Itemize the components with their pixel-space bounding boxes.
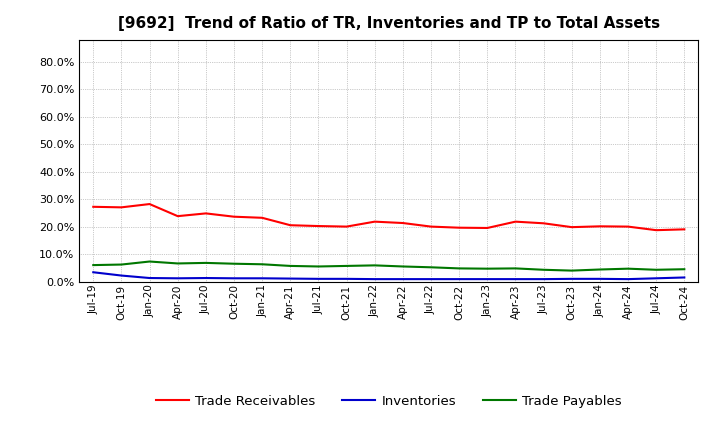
Trade Payables (455, 266, 464, 271)
Legend: Trade Receivables, Inventories, Trade Payables: Trade Receivables, Inventories, Trade Pa… (150, 390, 627, 414)
Trade Receivables (370, 219, 379, 224)
Trade Receivables (511, 219, 520, 224)
Trade Receivables (230, 214, 238, 220)
Inventories (455, 276, 464, 282)
Inventories (595, 276, 604, 282)
Inventories (399, 276, 408, 282)
Inventories (258, 275, 266, 281)
Trade Receivables (427, 224, 436, 229)
Trade Payables (370, 263, 379, 268)
Trade Receivables (624, 224, 632, 229)
Inventories (624, 276, 632, 282)
Trade Receivables (117, 205, 126, 210)
Inventories (427, 276, 436, 282)
Trade Receivables (174, 213, 182, 219)
Trade Receivables (539, 220, 548, 226)
Trade Payables (286, 263, 294, 268)
Inventories (202, 275, 210, 281)
Trade Payables (258, 262, 266, 267)
Inventories (652, 275, 660, 281)
Inventories (539, 276, 548, 282)
Trade Receivables (652, 227, 660, 233)
Inventories (230, 275, 238, 281)
Trade Payables (202, 260, 210, 265)
Trade Payables (117, 262, 126, 267)
Inventories (145, 275, 154, 281)
Trade Receivables (455, 225, 464, 231)
Trade Receivables (314, 224, 323, 229)
Inventories (286, 276, 294, 281)
Trade Receivables (567, 224, 576, 230)
Trade Payables (624, 266, 632, 271)
Line: Inventories: Inventories (94, 272, 684, 279)
Trade Payables (314, 264, 323, 269)
Trade Payables (680, 267, 688, 272)
Trade Payables (567, 268, 576, 273)
Inventories (117, 273, 126, 278)
Trade Payables (174, 261, 182, 266)
Trade Receivables (483, 225, 492, 231)
Inventories (89, 270, 98, 275)
Trade Payables (89, 262, 98, 268)
Inventories (174, 275, 182, 281)
Trade Receivables (595, 224, 604, 229)
Trade Payables (399, 264, 408, 269)
Trade Receivables (89, 204, 98, 209)
Inventories (680, 275, 688, 280)
Trade Payables (483, 266, 492, 271)
Inventories (483, 276, 492, 282)
Title: [9692]  Trend of Ratio of TR, Inventories and TP to Total Assets: [9692] Trend of Ratio of TR, Inventories… (118, 16, 660, 32)
Trade Receivables (399, 220, 408, 226)
Inventories (511, 276, 520, 282)
Line: Trade Payables: Trade Payables (94, 261, 684, 271)
Trade Payables (342, 263, 351, 268)
Trade Payables (145, 259, 154, 264)
Trade Payables (652, 267, 660, 272)
Trade Receivables (342, 224, 351, 229)
Trade Receivables (202, 211, 210, 216)
Line: Trade Receivables: Trade Receivables (94, 204, 684, 230)
Trade Receivables (258, 215, 266, 220)
Trade Payables (511, 266, 520, 271)
Trade Payables (427, 264, 436, 270)
Trade Receivables (286, 223, 294, 228)
Inventories (567, 276, 576, 282)
Trade Receivables (145, 202, 154, 207)
Inventories (342, 276, 351, 282)
Inventories (370, 276, 379, 282)
Inventories (314, 276, 323, 282)
Trade Payables (539, 267, 548, 272)
Trade Payables (595, 267, 604, 272)
Trade Receivables (680, 227, 688, 232)
Trade Payables (230, 261, 238, 266)
